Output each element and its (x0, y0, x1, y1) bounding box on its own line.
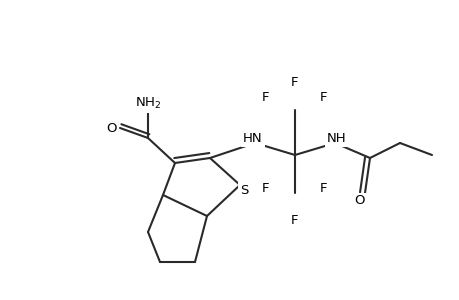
Text: HN: HN (243, 133, 262, 146)
Text: S: S (239, 184, 248, 196)
Text: NH$_2$: NH$_2$ (134, 95, 161, 111)
Text: F: F (291, 76, 298, 88)
Text: O: O (354, 194, 364, 208)
Text: NH: NH (326, 133, 346, 146)
Text: F: F (319, 91, 327, 103)
Text: F: F (262, 91, 269, 103)
Text: F: F (262, 182, 269, 194)
Text: F: F (291, 214, 298, 227)
Text: O: O (106, 122, 117, 134)
Text: F: F (319, 182, 327, 194)
